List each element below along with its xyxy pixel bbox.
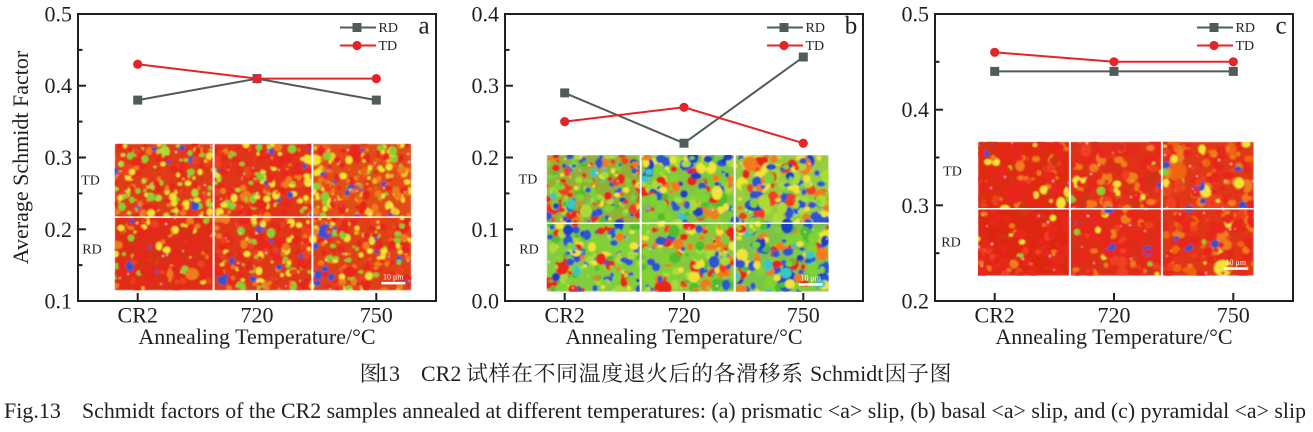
svg-text:Schmidt factors of the CR2 sam: Schmidt factors of the CR2 samples annea… [82, 398, 1306, 423]
svg-text:0.3: 0.3 [45, 145, 73, 170]
svg-text:CR2: CR2 [421, 361, 461, 386]
svg-text:0.5: 0.5 [45, 2, 73, 27]
svg-text:0.4: 0.4 [902, 97, 930, 122]
svg-text:0.0: 0.0 [472, 289, 500, 314]
svg-text:0.1: 0.1 [45, 289, 73, 314]
svg-text:750: 750 [787, 303, 820, 328]
svg-text:13: 13 [378, 361, 400, 386]
svg-text:RD: RD [941, 236, 960, 251]
svg-text:TD: TD [519, 173, 538, 188]
svg-text:10 μm: 10 μm [383, 272, 404, 281]
svg-text:720: 720 [241, 303, 274, 328]
svg-text:0.2: 0.2 [45, 217, 73, 242]
svg-text:Annealing Temperature/°C: Annealing Temperature/°C [138, 324, 375, 349]
svg-text:Annealing Temperature/°C: Annealing Temperature/°C [565, 324, 802, 349]
svg-text:TD: TD [81, 174, 100, 189]
svg-text:720: 720 [1098, 303, 1131, 328]
svg-text:TD: TD [379, 39, 398, 54]
svg-text:Average Schmidt Factor: Average Schmidt Factor [8, 50, 33, 264]
svg-text:0.1: 0.1 [472, 217, 500, 242]
svg-text:c: c [1275, 13, 1286, 40]
svg-text:Fig.13: Fig.13 [4, 398, 61, 423]
svg-text:RD: RD [379, 21, 398, 36]
svg-text:RD: RD [806, 21, 825, 36]
svg-text:0.5: 0.5 [902, 2, 930, 27]
svg-text:750: 750 [360, 303, 393, 328]
svg-text:TD: TD [1236, 39, 1255, 54]
svg-text:CR2: CR2 [545, 303, 585, 328]
svg-text:TD: TD [943, 165, 962, 180]
svg-text:CR2: CR2 [118, 303, 158, 328]
svg-text:b: b [845, 13, 858, 40]
svg-text:RD: RD [1236, 21, 1255, 36]
svg-text:0.2: 0.2 [472, 145, 500, 170]
svg-text:720: 720 [668, 303, 701, 328]
svg-text:RD: RD [519, 243, 538, 258]
svg-text:0.3: 0.3 [902, 193, 930, 218]
svg-text:CR2: CR2 [975, 303, 1015, 328]
svg-text:10 μm: 10 μm [1226, 258, 1247, 267]
svg-text:0.4: 0.4 [472, 2, 500, 27]
svg-text:RD: RD [82, 243, 101, 258]
svg-text:0.3: 0.3 [472, 73, 500, 98]
svg-text:750: 750 [1217, 303, 1250, 328]
svg-text:10 μm: 10 μm [800, 274, 821, 283]
svg-text:Schmidt: Schmidt [810, 361, 883, 386]
svg-text:TD: TD [806, 39, 825, 54]
svg-text:Annealing Temperature/°C: Annealing Temperature/°C [995, 324, 1232, 349]
svg-text:a: a [418, 13, 429, 40]
svg-text:0.4: 0.4 [45, 73, 73, 98]
svg-text:0.2: 0.2 [902, 289, 930, 314]
